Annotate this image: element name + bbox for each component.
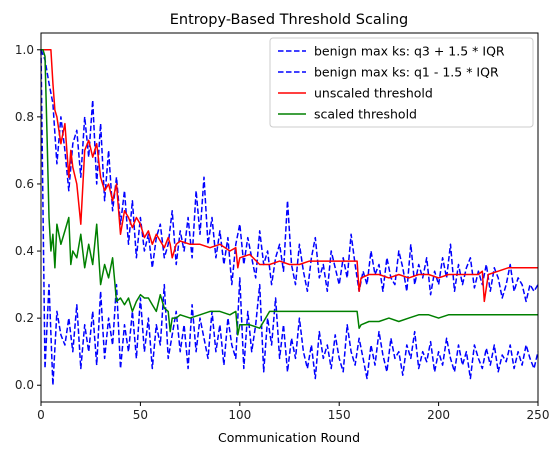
x-tick-label-1: 50 (133, 408, 148, 422)
legend-box (269, 37, 534, 128)
y-tick-label-2: 0.4 (15, 244, 34, 258)
x-tick-label-4: 200 (427, 408, 450, 422)
y-tick-label-0: 0.0 (15, 378, 34, 392)
series-line-4 (41, 49, 538, 336)
series-line-1 (40, 49, 539, 303)
legend-label-4: scaled threshold (314, 107, 417, 122)
x-tick-label-2: 100 (228, 408, 251, 422)
legend: benign max ks: q3 + 1.5 * IQR benign max … (269, 37, 534, 128)
legend-label-2: benign max ks: q1 - 1.5 * IQR (314, 65, 499, 80)
series-line-3 (41, 49, 538, 303)
x-tick-label-5: 250 (527, 408, 550, 422)
axis-ticks: 0 50 100 150 200 250 0.0 0.2 0.4 0.6 0.8 1.0 (15, 43, 550, 422)
y-tick-label-4: 0.8 (15, 110, 34, 124)
y-tick-label-5: 1.0 (15, 43, 34, 57)
chart-title: Entropy-Based Threshold Scaling (170, 12, 409, 28)
series-lines (40, 49, 539, 386)
plot-frame (40, 32, 539, 403)
legend-label-3: unscaled threshold (314, 86, 433, 101)
x-tick-label-3: 150 (328, 408, 351, 422)
x-axis-label: Communication Round (218, 430, 360, 445)
series-line-2 (40, 49, 539, 386)
legend-label-1: benign max ks: q3 + 1.5 * IQR (314, 44, 505, 59)
x-tick-label-0: 0 (37, 408, 45, 422)
y-tick-label-3: 0.6 (15, 177, 34, 191)
y-tick-label-1: 0.2 (15, 311, 34, 325)
